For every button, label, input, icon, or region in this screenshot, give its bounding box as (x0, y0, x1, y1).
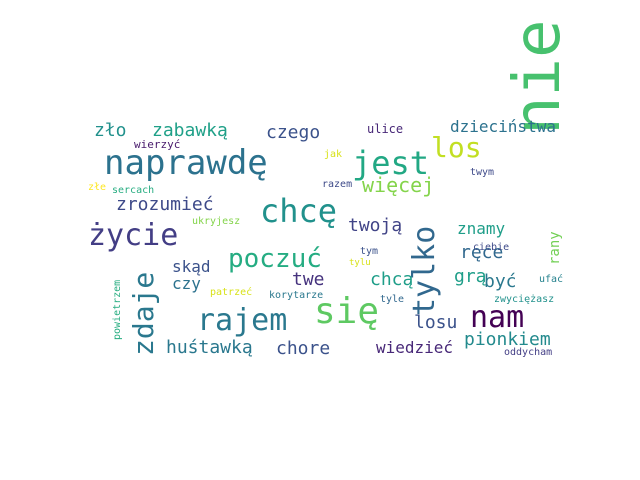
word-zrozumiec: zrozumieć (116, 194, 214, 215)
word-powietrzem: powietrzem (112, 279, 123, 340)
word-tym: tym (360, 246, 379, 257)
word-patrzec: patrzeć (210, 287, 253, 298)
word-naprawde: naprawdę (104, 143, 268, 183)
word-losu: losu (414, 312, 458, 333)
word-hustawka: huśtawką (166, 337, 253, 358)
word-wierzyc: wierzyć (134, 138, 181, 151)
word-wiedziec: wiedzieć (376, 338, 454, 357)
word-twe: twe (292, 269, 325, 290)
word-zle: złe (88, 182, 107, 193)
word-twym: twym (470, 167, 495, 178)
word-ciebie: ciebie (473, 242, 510, 253)
word-jest: jest (352, 144, 430, 182)
word-czego: czego (266, 122, 321, 143)
word-zlo: zło (94, 120, 127, 141)
word-sie: się (314, 291, 380, 332)
word-zdaje: zdaje (127, 271, 160, 356)
word-zabawka: zabawką (152, 120, 228, 141)
word-los: los (431, 131, 482, 164)
word-razem: razem (322, 179, 353, 190)
word-zwyciezasz: zwyciężasz (494, 294, 555, 305)
word-oddycham: oddycham (504, 347, 553, 358)
word-ulice: ulice (367, 122, 404, 136)
word-dziecinstwa: dzieciństwa (450, 117, 556, 136)
word-korytarze: korytarze (269, 290, 324, 301)
word-gra: grą (454, 266, 487, 287)
word-ukryjesz: ukryjesz (192, 216, 241, 227)
word-ufac: ufać (539, 274, 564, 285)
word-rece: ręce (460, 242, 504, 263)
word-byc: być (484, 271, 517, 292)
word-znamy: znamy (457, 219, 506, 238)
word-tyle: tyle (380, 294, 405, 305)
word-rajem: rajem (197, 303, 288, 338)
word-chca: chcą (370, 269, 414, 290)
word-wiecej: więcej (362, 173, 435, 197)
word-chore: chore (276, 338, 331, 359)
word-czy: czy (172, 274, 201, 293)
word-poczuc: poczuć (228, 244, 322, 274)
word-chce: chcę (260, 192, 338, 230)
word-nam: nam (470, 300, 525, 335)
word-jak: jak (324, 149, 343, 160)
word-tylu: tylu (349, 258, 371, 268)
word-rany: rany (547, 231, 563, 265)
word-skad: skąd (172, 257, 211, 276)
word-pionkiem: pionkiem (464, 329, 551, 350)
word-twoja: twoją (348, 215, 403, 236)
word-tylko: tylko (407, 225, 442, 316)
word-sercach: sercach (112, 185, 155, 196)
word-zycie: życie (88, 218, 179, 253)
